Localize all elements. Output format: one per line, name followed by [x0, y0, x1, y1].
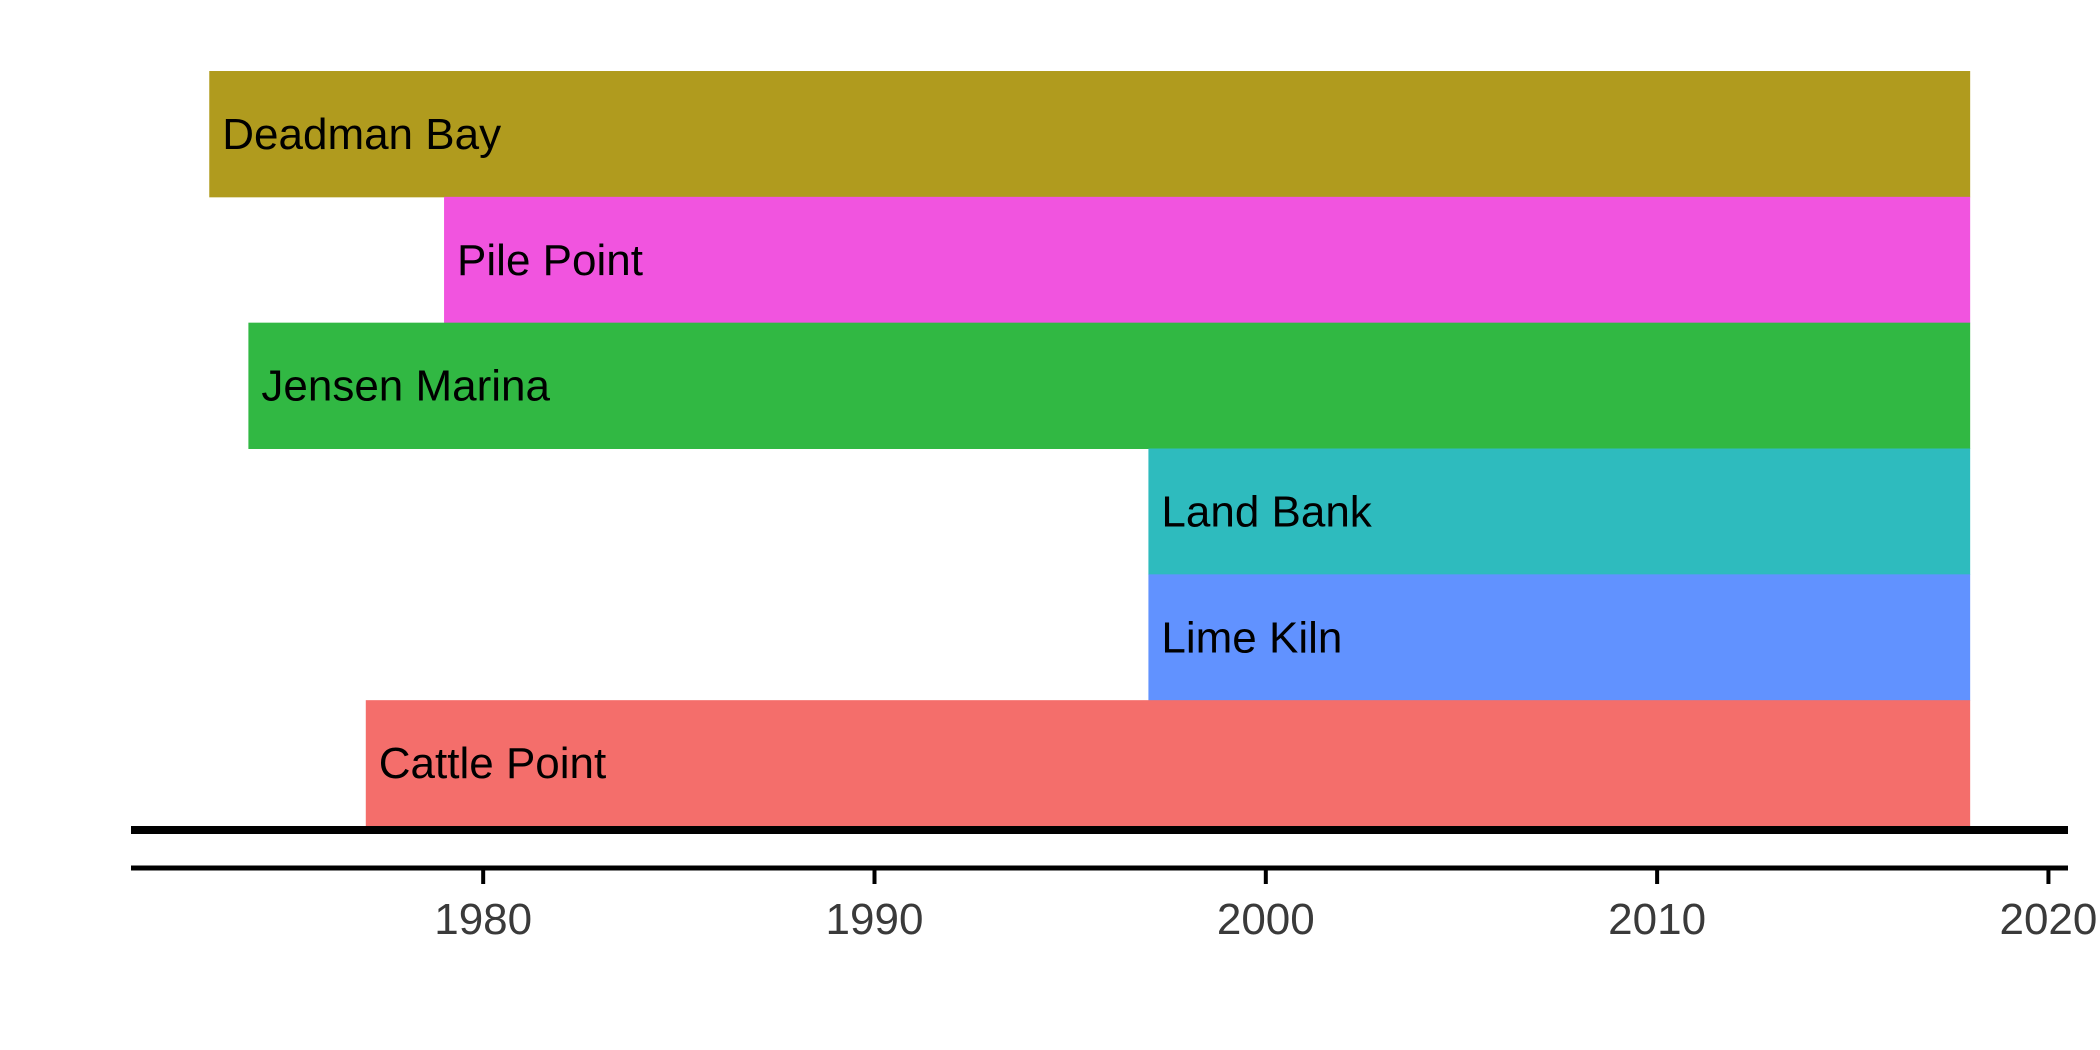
bars-group: [209, 71, 1971, 827]
x-tick-label-2000: 2000: [1217, 895, 1315, 944]
bar-labels-group: Deadman Bay Pile Point Jensen Marina Land B…: [222, 110, 1373, 788]
bar-label-lime-kiln: Lime Kiln: [1161, 613, 1342, 662]
bar-label-jensen-marina: Jensen Marina: [261, 362, 550, 411]
bar-label-deadman-bay: Deadman Bay: [222, 110, 501, 159]
bar-jensen-marina: [248, 322, 1971, 449]
x-axis: 1980 1990 2000 2010 2020: [131, 865, 2097, 944]
bar-cattle-point: [365, 700, 1971, 827]
x-tick-label-1990: 1990: [826, 895, 924, 944]
x-tick-label-2020: 2020: [1999, 895, 2097, 944]
bar-label-cattle-point: Cattle Point: [379, 739, 606, 788]
bar-land-bank: [1148, 448, 1971, 575]
bar-deadman-bay: [209, 71, 1971, 198]
bar-pile-point: [444, 196, 1971, 324]
bar-label-land-bank: Land Bank: [1161, 487, 1372, 536]
x-tick-label-2010: 2010: [1608, 895, 1706, 944]
x-tick-label-1980: 1980: [434, 895, 532, 944]
bar-label-pile-point: Pile Point: [457, 236, 643, 285]
bar-lime-kiln: [1148, 574, 1971, 701]
